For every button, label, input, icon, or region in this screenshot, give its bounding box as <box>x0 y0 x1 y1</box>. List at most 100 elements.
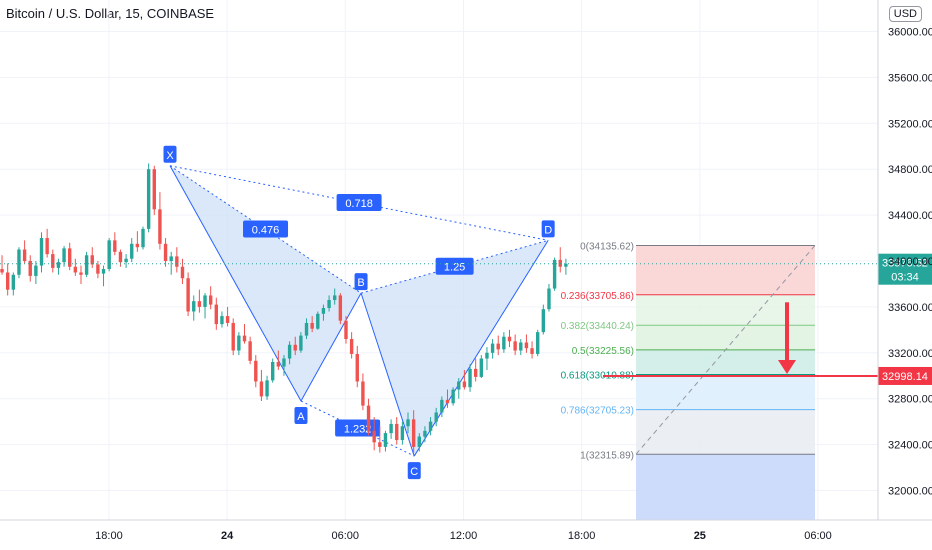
pattern-ratio-line <box>169 165 549 241</box>
candle-body <box>383 433 388 447</box>
pattern-point-label: D <box>544 224 552 236</box>
candle-body <box>68 248 72 267</box>
candle-body <box>366 405 371 431</box>
candle-body <box>400 426 405 441</box>
x-tick-label: 25 <box>694 530 706 542</box>
pattern-ratio-line <box>300 400 415 457</box>
candle-body <box>225 316 230 323</box>
candle-body <box>327 300 331 309</box>
candle-body <box>378 442 382 447</box>
candle-body <box>28 261 32 276</box>
candle-body <box>333 295 337 301</box>
candle-body <box>519 342 523 351</box>
pattern-point-box <box>354 273 368 291</box>
candle-body <box>535 332 540 354</box>
candle-body <box>541 309 546 333</box>
candle-body <box>507 336 512 342</box>
candle-body <box>124 258 128 263</box>
candle-body <box>310 322 314 329</box>
candle-body <box>220 316 224 325</box>
fib-zone <box>636 409 815 455</box>
candle-body <box>11 274 16 290</box>
fib-level-label: 0(34135.62) <box>580 241 634 252</box>
candle-body <box>84 255 89 275</box>
candle-body <box>186 278 190 312</box>
candle-body <box>547 288 551 310</box>
candle-body <box>457 381 461 390</box>
candle-body <box>113 240 117 252</box>
candle-body <box>101 269 106 274</box>
y-tick-label: 36000.00 <box>888 27 932 39</box>
pattern-point-label: A <box>297 411 305 423</box>
pattern-point-label: C <box>410 466 418 478</box>
fib-trend-line <box>635 245 816 455</box>
target-price-value: 32998.14 <box>882 371 928 383</box>
pattern-ratio-label: 0.718 <box>345 198 373 210</box>
candle-body <box>197 301 202 307</box>
candle-body <box>34 265 38 276</box>
candle-body <box>524 342 529 349</box>
candle-body <box>502 336 506 350</box>
candle-body <box>479 358 484 377</box>
candle-body <box>158 209 162 244</box>
candle-body <box>299 335 303 351</box>
fib-level-label: 0.382(33440.24) <box>561 321 634 332</box>
candle-body <box>237 335 241 351</box>
candle-body <box>349 339 354 354</box>
candle-body <box>490 343 495 353</box>
y-tick-label: 32000.00 <box>888 486 932 498</box>
candle-body <box>451 389 455 404</box>
fib-level-label: 0.618(33010.88) <box>561 371 634 382</box>
y-tick-label: 32400.00 <box>888 440 932 452</box>
currency-badge[interactable]: USD <box>888 6 922 22</box>
candle-body <box>287 344 292 359</box>
harmonic-pattern: 0.476 0.718 1.232 1.25 X A B C D <box>163 145 555 480</box>
candle-body <box>248 341 252 361</box>
candle-body <box>372 430 376 443</box>
candle-body <box>321 308 326 314</box>
candle-body <box>0 269 4 273</box>
fib-level-label: 1(32315.89) <box>580 450 634 461</box>
candle-body <box>146 169 151 229</box>
candle-body <box>361 381 365 406</box>
down-arrow-head <box>778 359 796 374</box>
candle-body <box>564 263 568 267</box>
candle-body <box>389 423 393 434</box>
x-tick-label: 24 <box>221 530 234 542</box>
candle-body <box>440 399 444 413</box>
candle-body <box>107 240 111 270</box>
pattern-point-label: B <box>357 277 364 289</box>
y-tick-label: 32800.00 <box>888 394 932 406</box>
candle-body <box>5 272 10 290</box>
candle-body <box>338 295 343 321</box>
candle-body <box>96 264 100 274</box>
pattern-point-box <box>163 145 177 163</box>
candle-body <box>56 262 61 268</box>
candle-body <box>423 430 427 437</box>
candle-body <box>468 368 472 388</box>
pattern-ratio-label: 1.25 <box>444 262 465 274</box>
last-price-value: 33976.52 <box>882 258 928 270</box>
y-tick-label: 34800.00 <box>888 164 932 176</box>
fib-retracement: 0(34135.62) 0.236(33705.86) 0.382(33440.24… <box>561 241 816 520</box>
y-tick-label: 33200.00 <box>888 348 932 360</box>
candle-body <box>231 322 235 351</box>
candle-body <box>417 436 421 447</box>
x-tick-label: 06:00 <box>332 530 360 542</box>
candle-body <box>45 238 49 255</box>
candle-body <box>344 320 348 340</box>
pattern-leg <box>169 165 302 402</box>
candle-body <box>395 423 399 441</box>
candle-body <box>445 399 450 404</box>
pattern-ratio-line <box>169 165 362 294</box>
last-price-countdown: 03:34 <box>891 272 919 284</box>
candle-body <box>90 255 94 265</box>
fib-zone <box>636 374 815 410</box>
fib-level-label: 0.236(33705.86) <box>561 291 634 302</box>
candle-body <box>135 243 140 248</box>
pattern-ratio-label: 1.232 <box>344 424 372 436</box>
candle-body <box>118 251 123 263</box>
pattern-point-box <box>407 462 421 480</box>
